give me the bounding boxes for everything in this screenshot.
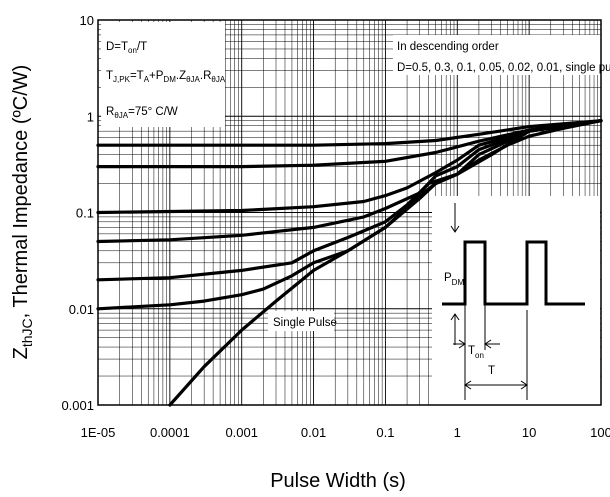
curve-1	[96, 119, 603, 169]
x-tick-label: 1	[454, 425, 461, 440]
pulse-waveform	[442, 203, 585, 400]
single-pulse-label-group: Single Pulse	[268, 311, 337, 331]
ton-label: Ton	[468, 345, 484, 360]
x-tick-label: 100	[590, 425, 610, 440]
pdm-arrow-down	[450, 313, 460, 345]
thermal-resistance-text: RθJA=75° C/W	[106, 106, 178, 120]
junction-temp-text: TJ,PK=TA+PDM.ZθJA.RθJA	[106, 70, 226, 84]
curve-0	[96, 119, 603, 147]
y-tick-labels: 0.001 0.01 0.1 1 10	[61, 13, 94, 413]
x-tick-label: 0.0001	[150, 425, 190, 440]
duty-values-text: D=0.5, 0.3, 0.1, 0.05, 0.02, 0.01, singl…	[397, 62, 610, 74]
order-annotation: In descending order D=0.5, 0.3, 0.1, 0.0…	[393, 35, 610, 75]
x-tick-label: 0.1	[376, 425, 394, 440]
curve-3	[96, 119, 603, 244]
pulse-trace	[442, 240, 585, 306]
y-tick-label: 0.001	[61, 398, 94, 413]
curve-4	[96, 119, 603, 282]
conditions-annotation: D=Ton/T TJ,PK=TA+PDM.ZθJA.RθJA RθJA=75° …	[101, 22, 226, 127]
duty-cycle-text: D=Ton/T	[106, 41, 147, 55]
pdm-label: PDM	[444, 272, 464, 287]
single-pulse-label: Single Pulse	[273, 317, 337, 329]
x-tick-label: 1E-05	[81, 425, 116, 440]
y-axis-title: ZthJC, Thermal Impedance (ºC/W)	[10, 65, 35, 360]
pulse-diagram	[432, 196, 600, 408]
x-tick-labels: 1E-05 0.0001 0.001 0.01 0.1 1 10 100	[81, 425, 610, 440]
ton-arrow	[453, 339, 500, 349]
x-tick-label: 0.001	[225, 425, 258, 440]
curve-2	[96, 119, 603, 215]
y-tick-label: 0.01	[69, 302, 94, 317]
y-tick-label: 1	[87, 109, 94, 124]
curve-6	[168, 119, 603, 407]
y-tick-label: 0.1	[76, 206, 94, 221]
pdm-arrow-up	[450, 203, 460, 233]
t-period-label: T	[488, 365, 495, 377]
order-text: In descending order	[397, 41, 499, 53]
x-tick-label: 0.01	[301, 425, 326, 440]
x-axis-title: Pulse Width (s)	[270, 470, 406, 492]
x-tick-label: 10	[522, 425, 536, 440]
plot-frame	[97, 19, 602, 406]
t-arrow	[464, 380, 528, 390]
y-tick-label: 10	[80, 13, 94, 28]
curves-layer	[96, 119, 603, 407]
